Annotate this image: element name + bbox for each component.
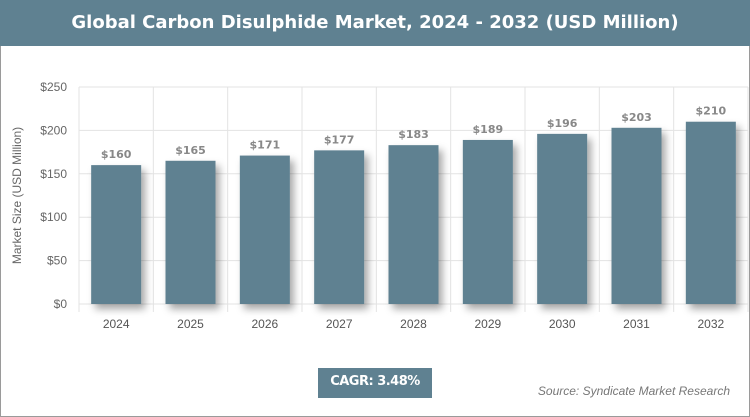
bar-2028 bbox=[388, 145, 439, 304]
y-tick-label: $250 bbox=[40, 80, 67, 94]
x-tick-label: 2029 bbox=[474, 317, 501, 331]
bar-2031 bbox=[611, 127, 662, 305]
data-label: $189 bbox=[473, 123, 504, 136]
data-label: $160 bbox=[101, 148, 132, 161]
data-label: $183 bbox=[398, 128, 429, 141]
data-label: $165 bbox=[175, 144, 206, 157]
y-axis-label: Market Size (USD Million) bbox=[10, 127, 24, 264]
y-tick-label: $200 bbox=[40, 123, 67, 137]
y-tick-label: $50 bbox=[47, 254, 67, 268]
data-label: $177 bbox=[324, 133, 355, 146]
x-tick-label: 2030 bbox=[549, 317, 576, 331]
cagr-badge: CAGR: 3.48% bbox=[318, 368, 432, 398]
x-tick-label: 2028 bbox=[400, 317, 427, 331]
data-label: $171 bbox=[250, 139, 281, 152]
bar-2026 bbox=[239, 155, 290, 304]
bar-2030 bbox=[537, 133, 588, 304]
bar-2024 bbox=[91, 165, 142, 304]
x-tick-label: 2031 bbox=[623, 317, 650, 331]
data-label: $196 bbox=[547, 117, 578, 130]
data-label: $203 bbox=[621, 111, 652, 124]
source-note: Source: Syndicate Market Research bbox=[537, 384, 730, 398]
y-tick-label: $0 bbox=[54, 297, 68, 311]
chart-title: Global Carbon Disulphide Market, 2024 - … bbox=[0, 0, 750, 46]
bar-2025 bbox=[165, 160, 216, 304]
y-tick-label: $150 bbox=[40, 167, 67, 181]
x-tick-label: 2027 bbox=[326, 317, 353, 331]
x-tick-label: 2026 bbox=[251, 317, 278, 331]
y-tick-label: $100 bbox=[40, 210, 67, 224]
bar-2032 bbox=[685, 121, 736, 304]
x-tick-label: 2024 bbox=[103, 317, 130, 331]
bar-2029 bbox=[462, 139, 513, 304]
x-tick-label: 2032 bbox=[697, 317, 724, 331]
x-tick-label: 2025 bbox=[177, 317, 204, 331]
bar-2027 bbox=[314, 150, 365, 304]
data-label: $210 bbox=[696, 105, 727, 118]
